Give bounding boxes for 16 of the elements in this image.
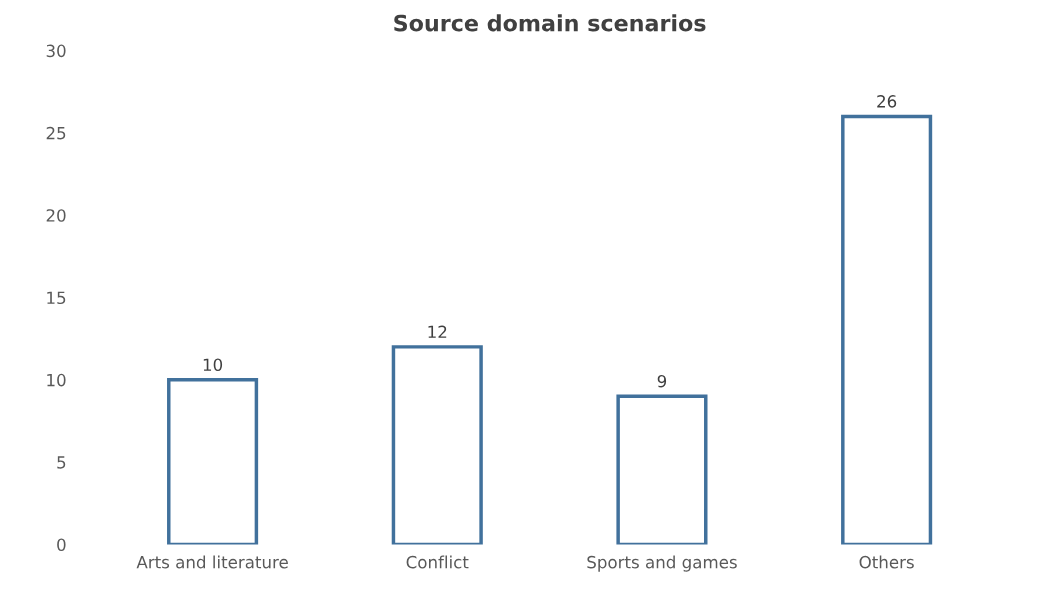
x-tick-label: Conflict <box>406 555 469 569</box>
y-tick-label: 10 <box>47 373 66 387</box>
y-tick-label: 25 <box>46 126 66 140</box>
data-label: 9 <box>657 374 667 388</box>
data-label: 12 <box>428 325 447 338</box>
data-label: 26 <box>877 95 897 108</box>
y-tick-label: 20 <box>46 209 66 222</box>
x-tick-label: Arts and literature <box>136 555 288 569</box>
y-tick-label: 15 <box>47 291 66 305</box>
x-tick-label: Sports and games <box>587 555 737 572</box>
y-tick-label: 30 <box>46 44 66 58</box>
y-tick-label: 5 <box>57 456 66 469</box>
x-tick-label: Others <box>859 555 914 569</box>
chart-title: Source domain scenarios <box>394 14 706 32</box>
y-tick-label: 0 <box>57 538 66 551</box>
data-label: 10 <box>203 358 223 372</box>
